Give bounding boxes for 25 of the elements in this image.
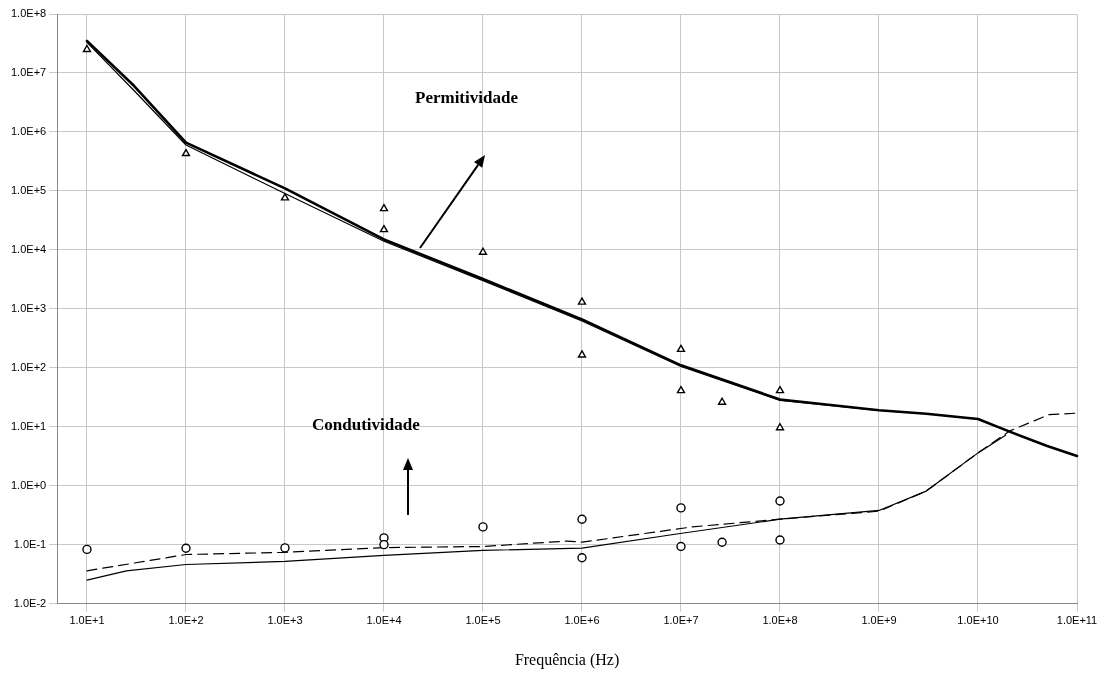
x-tick-label: 1.0E+7 [663, 614, 699, 627]
y-tick-label: 1.0E+0 [11, 478, 47, 491]
x-tick-label: 1.0E+3 [267, 614, 303, 627]
y-tick-label: 1.0E+4 [11, 242, 47, 255]
y-tick-label: 1.0E+8 [11, 7, 47, 20]
y-tick-label: 1.0E+5 [11, 183, 47, 196]
x-tick-label: 1.0E+11 [1056, 614, 1098, 627]
annotation: Condutividade [312, 415, 420, 435]
y-tick-label: 1.0E+3 [11, 301, 47, 314]
x-tick-label: 1.0E+10 [957, 614, 999, 627]
x-tick-label: 1.0E+9 [861, 614, 897, 627]
y-tick-label: 1.0E+7 [11, 65, 47, 78]
x-tick-label: 1.0E+8 [762, 614, 798, 627]
x-tick-label: 1.0E+1 [69, 614, 105, 627]
x-axis-title: Frequência (Hz) [514, 650, 620, 669]
x-tick-label: 1.0E+5 [465, 614, 501, 627]
y-tick-label: 1.0E+2 [11, 360, 47, 373]
x-tick-label: 1.0E+2 [168, 614, 204, 627]
y-tick-label: 1.0E+6 [11, 124, 47, 137]
x-tick-label: 1.0E+6 [564, 614, 600, 627]
x-tick-label: 1.0E+4 [366, 614, 402, 627]
y-tick-label: 1.0E-1 [13, 537, 47, 550]
y-tick-label: 1.0E+1 [11, 419, 47, 432]
y-tick-label: 1.0E-2 [13, 596, 47, 609]
annotation: Permitividade [415, 88, 518, 108]
